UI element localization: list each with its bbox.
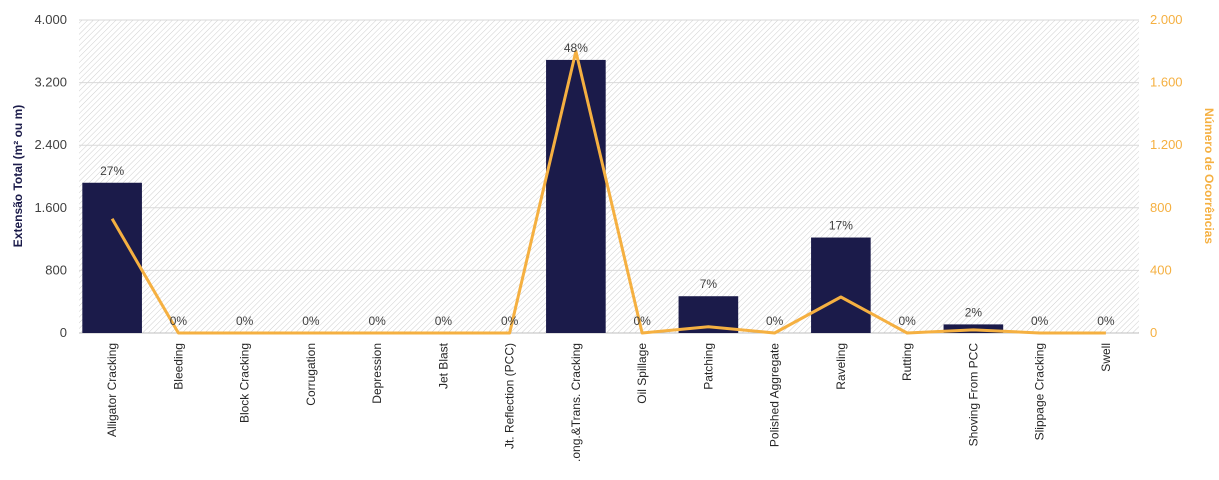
category-label: Corrugation (304, 343, 318, 406)
right-tick-label: 1.600 (1150, 75, 1183, 90)
bar-data-label: 0% (766, 314, 784, 328)
bar-data-label: 27% (100, 164, 124, 178)
category-label: Jet Blast (436, 342, 450, 389)
category-labels: Alligator Cracking Bleeding Block Cracking… (105, 342, 1113, 462)
left-axis-title: Extensão Total (m² ou m) (11, 105, 25, 247)
category-label: Rutting (900, 343, 914, 381)
bar-data-label: 7% (700, 277, 718, 291)
category-label: Swell (1099, 343, 1113, 372)
category-label: Bleeding (171, 343, 185, 390)
right-tick-label: 400 (1150, 262, 1172, 277)
bar (82, 182, 142, 333)
left-tick-label: 2.400 (34, 137, 67, 152)
category-label: Slippage Cracking (1033, 343, 1047, 440)
right-tick-label: 0 (1150, 325, 1157, 340)
plot-area-background (79, 20, 1139, 333)
left-tick-label: 4.000 (34, 12, 67, 27)
left-tick-label: 3.200 (34, 75, 67, 90)
left-tick-label: 800 (45, 262, 67, 277)
category-label: Block Cracking (238, 343, 252, 423)
category-label: Depression (370, 343, 384, 404)
bar-data-label: 0% (1031, 314, 1049, 328)
bar-data-label: 0% (368, 314, 386, 328)
occurrences-line (110, 49, 1106, 335)
bar (811, 237, 871, 333)
category-label: Alligator Cracking (105, 343, 119, 437)
bar-data-label: 17% (829, 219, 853, 233)
right-axis-ticks: 0 400 800 1.200 1.600 2.000 (1150, 12, 1183, 340)
right-tick-label: 2.000 (1150, 12, 1183, 27)
bar-data-label: 0% (1097, 314, 1115, 328)
bar (546, 59, 606, 333)
data-labels: 27% 0% 0% 0% 0% 0% 0% 48% 0% 7% 0% 17% 0% 2% 0% 0% (100, 41, 1115, 328)
category-label: Polished Aggregate (768, 343, 782, 447)
bar-data-label: 2% (965, 305, 983, 319)
right-axis-title: Número de Ocorrências (1202, 108, 1216, 244)
category-label: Raveling (834, 343, 848, 390)
category-label: Jt. Reflection (PCC) (503, 343, 517, 449)
bar-data-label: 0% (633, 314, 651, 328)
bar-data-label: 0% (170, 314, 188, 328)
bar-data-label: 48% (564, 41, 588, 55)
bar-data-label: 0% (898, 314, 916, 328)
left-axis-ticks: 0 800 1.600 2.400 3.200 4.000 (34, 12, 67, 340)
bar-data-label: 0% (501, 314, 519, 328)
bar-data-label: 0% (302, 314, 320, 328)
left-tick-label: 1.600 (34, 200, 67, 215)
bar-data-label: 0% (236, 314, 254, 328)
category-label: .ong.&Trans. Cracking (569, 343, 583, 462)
category-label: Patching (701, 343, 715, 390)
right-tick-label: 800 (1150, 200, 1172, 215)
left-tick-label: 0 (60, 325, 67, 340)
category-label: Shoving From PCC (966, 343, 980, 447)
bar-data-label: 0% (435, 314, 453, 328)
category-label: Oil Spillage (635, 343, 649, 404)
right-tick-label: 1.200 (1150, 137, 1183, 152)
line-series (110, 49, 1106, 335)
